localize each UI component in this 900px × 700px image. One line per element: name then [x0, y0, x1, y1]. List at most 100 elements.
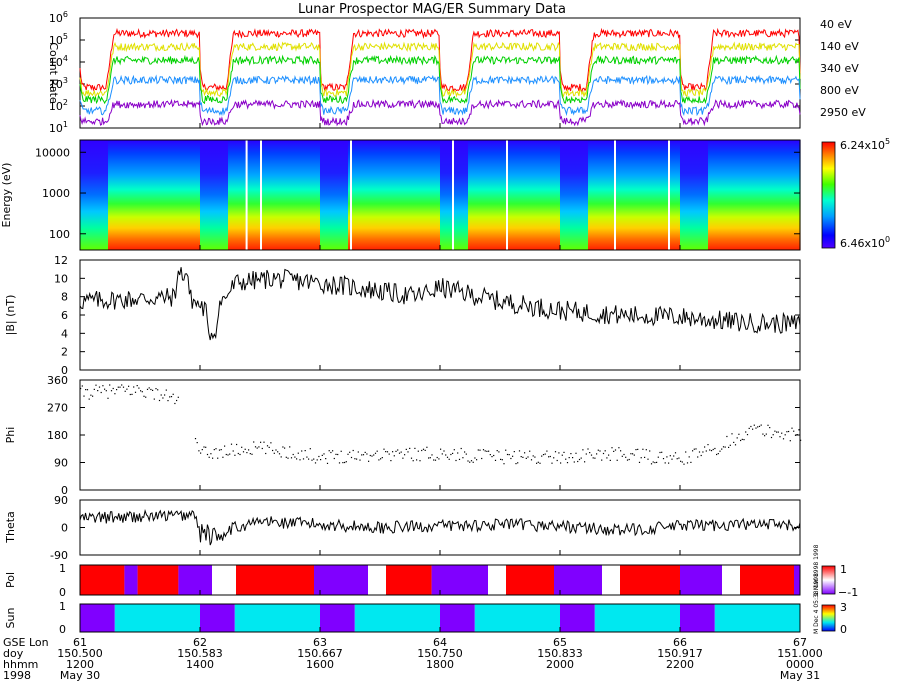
- x-tick-label-doy: 150.667: [297, 647, 343, 660]
- spectrogram-column: [472, 140, 477, 250]
- phi-point: [167, 400, 169, 402]
- count-rate-ytick-label: 105: [49, 32, 68, 47]
- theta-ylabel: Theta: [4, 511, 17, 544]
- spectrogram-column: [772, 140, 777, 250]
- phi-point: [626, 459, 629, 461]
- phi-point: [426, 446, 428, 448]
- phi-point: [309, 448, 311, 450]
- polarity-segment: [431, 565, 488, 595]
- phi-point: [249, 453, 251, 455]
- phi-point: [364, 451, 366, 453]
- phi-point: [776, 431, 778, 433]
- panel-count-rate: Count Rate 101 102 103 104 105 106 40 eV 140 e…: [47, 10, 866, 135]
- phi-point: [789, 440, 791, 442]
- polarity-segment: [178, 565, 212, 595]
- phi-point: [318, 455, 320, 458]
- phi-point: [606, 457, 608, 459]
- x-tick-label-doy: 150.917: [657, 647, 703, 660]
- spectrogram-column: [796, 140, 801, 250]
- phi-point: [642, 448, 644, 450]
- spectrogram-column: [716, 140, 721, 250]
- phi-tick-label: 180: [47, 429, 68, 442]
- phi-point: [80, 387, 82, 390]
- spectrogram-column: [748, 140, 753, 250]
- phi-point: [112, 387, 114, 390]
- phi-point: [134, 391, 137, 393]
- phi-point: [465, 453, 467, 455]
- phi-point: [553, 457, 555, 459]
- spectrogram-column: [704, 140, 709, 250]
- phi-point: [752, 428, 754, 430]
- phi-point: [131, 393, 133, 395]
- spectrogram-column: [156, 140, 161, 250]
- phi-point: [174, 402, 176, 405]
- phi-point: [515, 463, 517, 465]
- count-rate-ytick-label: 101: [49, 120, 68, 135]
- phi-point: [177, 396, 179, 398]
- phi-point: [481, 457, 483, 460]
- bmag-tick-label: 4: [61, 327, 68, 340]
- phi-point: [332, 450, 334, 452]
- phi-point: [308, 458, 310, 460]
- spectrogram-column: [304, 140, 309, 250]
- phi-point: [203, 446, 205, 448]
- spectrogram-column: [536, 140, 541, 250]
- phi-point: [625, 456, 627, 458]
- phi-point: [114, 393, 116, 395]
- spectrogram-column: [676, 140, 681, 250]
- spectrogram-column: [332, 140, 337, 250]
- phi-point: [405, 448, 407, 450]
- phi-point: [551, 462, 553, 464]
- phi-point: [445, 454, 447, 456]
- phi-point: [299, 459, 301, 461]
- phi-point: [242, 451, 245, 453]
- phi-point: [714, 447, 716, 450]
- spectrogram-column: [532, 140, 537, 250]
- phi-point: [352, 449, 354, 452]
- spectrogram-column: [428, 140, 433, 250]
- spectrogram-column: [360, 140, 365, 250]
- phi-point: [280, 456, 282, 458]
- spectrogram-column: [380, 140, 385, 250]
- phi-point: [560, 462, 562, 464]
- phi-point: [302, 458, 305, 460]
- phi-point: [164, 394, 166, 396]
- polarity-ytick-top: 1: [59, 562, 66, 575]
- spectrogram-column: [400, 140, 405, 250]
- phi-point: [278, 453, 281, 455]
- spectrogram-column: [320, 140, 325, 250]
- phi-point: [568, 457, 570, 459]
- x-tick-label-lon: 62: [193, 636, 207, 649]
- phi-point: [674, 452, 677, 454]
- phi-point: [469, 461, 471, 463]
- phi-point: [146, 388, 149, 390]
- phi-point: [201, 449, 203, 451]
- phi-point: [609, 459, 611, 461]
- spectrogram-column: [148, 140, 153, 250]
- spectrogram-column: [500, 140, 505, 250]
- phi-point: [549, 455, 551, 458]
- phi-point: [378, 459, 380, 461]
- sun-colorbar-bottom: 0: [840, 623, 847, 636]
- spectrogram-column: [632, 140, 637, 250]
- sun-segment: [714, 604, 800, 632]
- x-tick-label-date: May 31: [780, 669, 820, 682]
- phi-point: [157, 389, 159, 391]
- spectrogram-column: [284, 140, 289, 250]
- spectrogram-column: [776, 140, 781, 250]
- phi-point: [762, 433, 764, 435]
- count-rate-ytick-label: 106: [49, 10, 68, 25]
- legend-entry-40-ev: 40 eV: [820, 18, 852, 31]
- phi-point: [613, 450, 615, 452]
- phi-point: [388, 453, 390, 455]
- phi-point: [313, 458, 315, 460]
- phi-point: [649, 450, 651, 452]
- count-rate-ytick-label: 104: [49, 54, 68, 69]
- bmag-line: [79, 267, 801, 341]
- sun-segment: [354, 604, 440, 632]
- phi-point: [512, 455, 514, 457]
- spectrogram-column: [560, 140, 565, 250]
- spectrogram-column: [376, 140, 381, 250]
- spectrogram-column: [184, 140, 189, 250]
